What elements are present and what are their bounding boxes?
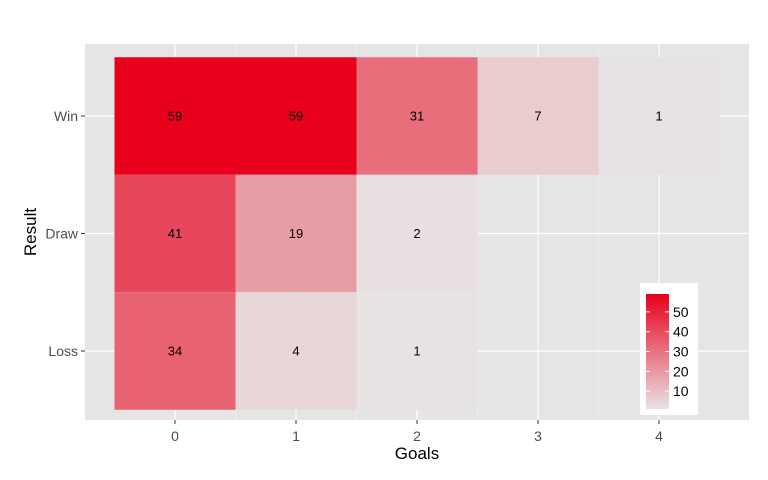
legend-tick-label: 40 — [673, 324, 689, 340]
heatmap-cell — [235, 57, 357, 175]
x-axis-title: Goals — [395, 444, 439, 463]
heatmap-cell — [477, 57, 599, 175]
y-tick-label: Draw — [45, 226, 79, 242]
heatmap-cell — [235, 174, 357, 293]
x-axis: 0 1 2 3 4 — [171, 420, 663, 444]
heatmap-cell — [235, 292, 357, 410]
x-tick-label: 1 — [292, 428, 300, 444]
x-tick-label: 0 — [171, 428, 179, 444]
heatmap-cells — [114, 57, 720, 410]
y-tick-label: Win — [54, 108, 78, 124]
heatmap-cell — [356, 57, 478, 175]
legend-tick-label: 30 — [673, 344, 689, 360]
cell-value-label: 34 — [168, 344, 182, 359]
heatmap-cell — [114, 174, 236, 293]
heatmap-cell — [356, 292, 478, 410]
x-tick-label: 3 — [534, 428, 542, 444]
cell-value-label: 19 — [289, 226, 303, 241]
legend-tick-label: 10 — [673, 383, 689, 399]
cell-value-label: 41 — [168, 226, 182, 241]
cell-value-label: 1 — [413, 344, 420, 359]
legend-colorbar — [646, 294, 669, 409]
cell-value-label: 2 — [413, 226, 420, 241]
y-tick-label: Loss — [48, 343, 78, 359]
cell-value-label: 59 — [168, 109, 182, 124]
cell-value-label: 59 — [289, 109, 303, 124]
cell-value-label: 1 — [655, 109, 662, 124]
cell-value-labels: 59 59 31 7 141 19 234 4 1 — [168, 109, 663, 359]
y-axis-title: Result — [21, 208, 40, 256]
cell-value-label: 7 — [534, 109, 541, 124]
heatmap-cell — [114, 57, 236, 175]
color-legend: 10 20 30 40 50 — [640, 283, 698, 415]
y-axis: Win Draw Loss — [45, 108, 85, 359]
heatmap-cell — [114, 292, 236, 410]
x-tick-label: 2 — [413, 428, 421, 444]
heatmap-cell — [356, 174, 478, 293]
heatmap-cell — [598, 57, 720, 175]
x-tick-label: 4 — [655, 428, 663, 444]
legend-tick-label: 50 — [673, 304, 689, 320]
legend-tick-label: 20 — [673, 363, 689, 379]
cell-value-label: 31 — [410, 109, 424, 124]
cell-value-label: 4 — [292, 344, 299, 359]
